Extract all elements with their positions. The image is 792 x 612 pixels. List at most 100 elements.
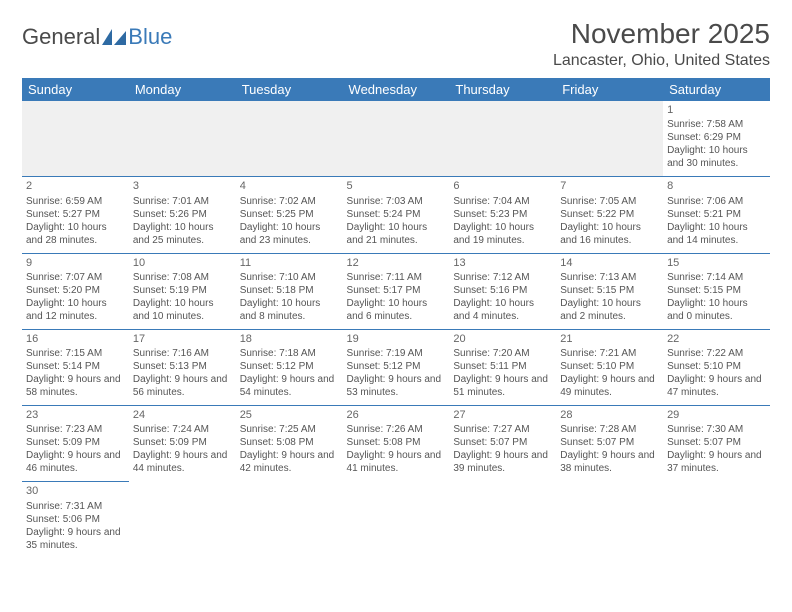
day-number: 6	[453, 179, 552, 193]
day-daylight: Daylight: 9 hours and 51 minutes.	[453, 373, 552, 399]
day-daylight: Daylight: 9 hours and 44 minutes.	[133, 449, 232, 475]
day-sunset: Sunset: 5:19 PM	[133, 284, 232, 297]
calendar-week-row: 2Sunrise: 6:59 AMSunset: 5:27 PMDaylight…	[22, 177, 770, 253]
day-sunrise: Sunrise: 7:19 AM	[347, 347, 446, 360]
calendar-day-cell: 5Sunrise: 7:03 AMSunset: 5:24 PMDaylight…	[343, 177, 450, 253]
calendar-day-cell: 14Sunrise: 7:13 AMSunset: 5:15 PMDayligh…	[556, 253, 663, 329]
day-daylight: Daylight: 9 hours and 42 minutes.	[240, 449, 339, 475]
calendar-day-cell	[129, 482, 236, 558]
calendar-day-cell: 7Sunrise: 7:05 AMSunset: 5:22 PMDaylight…	[556, 177, 663, 253]
day-sunrise: Sunrise: 7:05 AM	[560, 195, 659, 208]
day-daylight: Daylight: 9 hours and 49 minutes.	[560, 373, 659, 399]
header: General Blue November 2025 Lancaster, Oh…	[22, 18, 770, 70]
day-sunrise: Sunrise: 7:18 AM	[240, 347, 339, 360]
calendar-header-cell: Tuesday	[236, 78, 343, 101]
calendar-week-row: 30Sunrise: 7:31 AMSunset: 5:06 PMDayligh…	[22, 482, 770, 558]
day-sunrise: Sunrise: 7:14 AM	[667, 271, 766, 284]
day-sunrise: Sunrise: 7:21 AM	[560, 347, 659, 360]
calendar-day-cell: 22Sunrise: 7:22 AMSunset: 5:10 PMDayligh…	[663, 329, 770, 405]
day-number: 21	[560, 332, 659, 346]
day-number: 8	[667, 179, 766, 193]
day-daylight: Daylight: 10 hours and 0 minutes.	[667, 297, 766, 323]
logo-text-general: General	[22, 24, 100, 50]
day-sunset: Sunset: 5:08 PM	[347, 436, 446, 449]
day-daylight: Daylight: 9 hours and 41 minutes.	[347, 449, 446, 475]
calendar-day-cell	[449, 101, 556, 177]
day-daylight: Daylight: 9 hours and 35 minutes.	[26, 526, 125, 552]
day-daylight: Daylight: 10 hours and 30 minutes.	[667, 144, 766, 170]
day-daylight: Daylight: 9 hours and 38 minutes.	[560, 449, 659, 475]
day-sunrise: Sunrise: 7:11 AM	[347, 271, 446, 284]
calendar-day-cell	[129, 101, 236, 177]
calendar-day-cell: 29Sunrise: 7:30 AMSunset: 5:07 PMDayligh…	[663, 406, 770, 482]
day-sunrise: Sunrise: 7:10 AM	[240, 271, 339, 284]
day-number: 25	[240, 408, 339, 422]
day-number: 27	[453, 408, 552, 422]
day-sunrise: Sunrise: 6:59 AM	[26, 195, 125, 208]
calendar-week-row: 16Sunrise: 7:15 AMSunset: 5:14 PMDayligh…	[22, 329, 770, 405]
day-number: 12	[347, 256, 446, 270]
day-sunset: Sunset: 5:15 PM	[560, 284, 659, 297]
day-daylight: Daylight: 10 hours and 23 minutes.	[240, 221, 339, 247]
day-sunset: Sunset: 5:24 PM	[347, 208, 446, 221]
calendar-day-cell	[556, 482, 663, 558]
calendar-day-cell: 18Sunrise: 7:18 AMSunset: 5:12 PMDayligh…	[236, 329, 343, 405]
day-number: 19	[347, 332, 446, 346]
calendar-day-cell: 9Sunrise: 7:07 AMSunset: 5:20 PMDaylight…	[22, 253, 129, 329]
day-number: 1	[667, 103, 766, 117]
day-sunrise: Sunrise: 7:02 AM	[240, 195, 339, 208]
calendar-day-cell: 25Sunrise: 7:25 AMSunset: 5:08 PMDayligh…	[236, 406, 343, 482]
calendar-day-cell: 20Sunrise: 7:20 AMSunset: 5:11 PMDayligh…	[449, 329, 556, 405]
day-sunset: Sunset: 5:26 PM	[133, 208, 232, 221]
logo: General Blue	[22, 24, 172, 50]
day-sunset: Sunset: 5:23 PM	[453, 208, 552, 221]
day-daylight: Daylight: 10 hours and 12 minutes.	[26, 297, 125, 323]
day-daylight: Daylight: 9 hours and 37 minutes.	[667, 449, 766, 475]
day-number: 11	[240, 256, 339, 270]
location: Lancaster, Ohio, United States	[553, 52, 770, 70]
day-sunset: Sunset: 5:14 PM	[26, 360, 125, 373]
day-sunset: Sunset: 6:29 PM	[667, 131, 766, 144]
day-sunset: Sunset: 5:10 PM	[560, 360, 659, 373]
calendar-day-cell	[449, 482, 556, 558]
day-daylight: Daylight: 10 hours and 2 minutes.	[560, 297, 659, 323]
day-sunset: Sunset: 5:11 PM	[453, 360, 552, 373]
day-sunset: Sunset: 5:15 PM	[667, 284, 766, 297]
day-daylight: Daylight: 9 hours and 56 minutes.	[133, 373, 232, 399]
day-sunrise: Sunrise: 7:06 AM	[667, 195, 766, 208]
calendar-day-cell: 15Sunrise: 7:14 AMSunset: 5:15 PMDayligh…	[663, 253, 770, 329]
calendar-header-cell: Saturday	[663, 78, 770, 101]
day-number: 2	[26, 179, 125, 193]
day-number: 26	[347, 408, 446, 422]
day-sunrise: Sunrise: 7:28 AM	[560, 423, 659, 436]
day-sunrise: Sunrise: 7:30 AM	[667, 423, 766, 436]
calendar-day-cell	[556, 101, 663, 177]
logo-text-blue: Blue	[128, 24, 172, 50]
day-sunrise: Sunrise: 7:22 AM	[667, 347, 766, 360]
day-sunset: Sunset: 5:12 PM	[240, 360, 339, 373]
logo-sail-icon	[102, 29, 128, 47]
day-sunrise: Sunrise: 7:20 AM	[453, 347, 552, 360]
day-daylight: Daylight: 10 hours and 6 minutes.	[347, 297, 446, 323]
day-daylight: Daylight: 10 hours and 28 minutes.	[26, 221, 125, 247]
day-sunrise: Sunrise: 7:15 AM	[26, 347, 125, 360]
day-number: 30	[26, 484, 125, 498]
day-number: 9	[26, 256, 125, 270]
calendar-day-cell: 30Sunrise: 7:31 AMSunset: 5:06 PMDayligh…	[22, 482, 129, 558]
calendar-day-cell: 16Sunrise: 7:15 AMSunset: 5:14 PMDayligh…	[22, 329, 129, 405]
calendar-header-cell: Thursday	[449, 78, 556, 101]
day-sunset: Sunset: 5:18 PM	[240, 284, 339, 297]
day-sunrise: Sunrise: 7:08 AM	[133, 271, 232, 284]
calendar-day-cell: 28Sunrise: 7:28 AMSunset: 5:07 PMDayligh…	[556, 406, 663, 482]
day-sunset: Sunset: 5:07 PM	[560, 436, 659, 449]
day-sunset: Sunset: 5:07 PM	[453, 436, 552, 449]
day-number: 23	[26, 408, 125, 422]
day-number: 7	[560, 179, 659, 193]
day-daylight: Daylight: 9 hours and 58 minutes.	[26, 373, 125, 399]
day-daylight: Daylight: 9 hours and 47 minutes.	[667, 373, 766, 399]
day-sunset: Sunset: 5:06 PM	[26, 513, 125, 526]
day-daylight: Daylight: 10 hours and 19 minutes.	[453, 221, 552, 247]
day-sunset: Sunset: 5:08 PM	[240, 436, 339, 449]
day-number: 17	[133, 332, 232, 346]
day-sunrise: Sunrise: 7:07 AM	[26, 271, 125, 284]
